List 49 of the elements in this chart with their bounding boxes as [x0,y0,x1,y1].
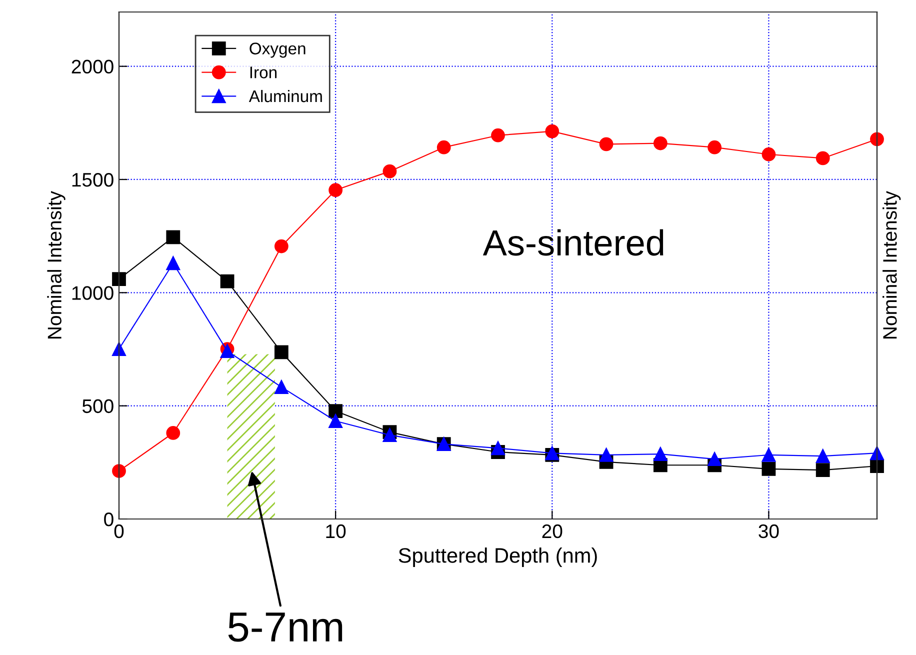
point [328,414,343,428]
point [545,124,560,138]
y2-axis-title: Nominal Intensity [882,190,901,338]
point [112,342,126,356]
legend-label: Aluminum [248,90,322,102]
point [708,140,722,154]
point [166,230,180,244]
legend-label: Iron [250,66,277,78]
point [816,449,830,464]
point [762,147,776,162]
point [870,132,884,146]
y-axis-title: Nominal Intensity [47,190,66,338]
point [708,452,722,466]
point [762,448,776,462]
x-axis-title: Sputtered Depth (nm) [398,548,597,567]
y-tick-label: 500 [82,399,114,414]
point [491,441,505,456]
point [436,140,451,154]
point [762,462,776,476]
y-tick-label: 1500 [72,172,114,187]
point [599,448,614,462]
point [274,345,288,360]
point [328,404,343,418]
point [112,464,126,478]
band-label: 5-7nm [228,612,342,642]
point [816,151,830,166]
annotation: As-sintered [482,229,664,256]
point [653,447,668,461]
x-tick-label: 0 [114,524,124,538]
point [382,164,397,178]
point [382,428,397,442]
point [816,463,830,478]
point [166,256,180,270]
point [112,272,126,286]
x-tick-label: 10 [326,524,346,538]
point [166,426,180,440]
point [491,128,505,142]
point [328,183,343,198]
x-tick-label: 20 [542,524,562,538]
point [274,239,288,254]
point [220,274,234,288]
point [274,380,288,394]
x-tick-label: 30 [758,524,779,538]
y-tick-label: 1000 [72,286,114,300]
y-tick-label: 0 [104,512,114,526]
point [599,137,614,152]
legend-label: Oxygen [250,42,306,58]
point [653,136,668,150]
y-tick-label: 2000 [72,60,114,74]
